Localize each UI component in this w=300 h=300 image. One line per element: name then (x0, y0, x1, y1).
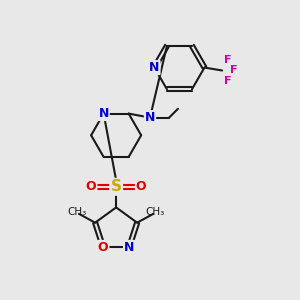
Text: N: N (124, 241, 134, 254)
Text: N: N (145, 111, 155, 124)
Text: N: N (149, 61, 160, 74)
Text: CH₃: CH₃ (68, 207, 87, 218)
Text: S: S (111, 179, 122, 194)
Text: O: O (86, 180, 96, 193)
Text: F: F (230, 65, 238, 76)
Text: N: N (98, 107, 109, 120)
Text: F: F (224, 55, 232, 65)
Text: O: O (98, 241, 109, 254)
Text: F: F (224, 76, 232, 86)
Text: CH₃: CH₃ (145, 207, 164, 218)
Text: O: O (136, 180, 146, 193)
